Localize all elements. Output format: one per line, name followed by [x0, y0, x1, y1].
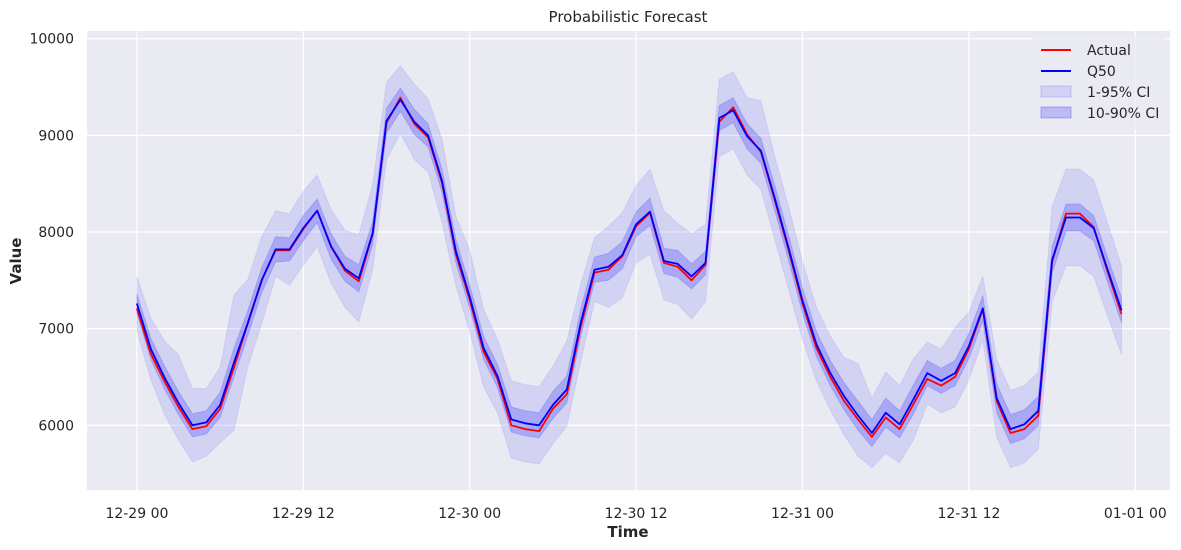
x-axis-label: Time	[607, 523, 648, 541]
x-tick-label: 12-31 12	[937, 506, 1000, 522]
x-tick-label: 01-01 00	[1104, 506, 1167, 522]
y-tick-label: 7000	[38, 322, 74, 338]
y-tick-label: 8000	[38, 225, 74, 241]
legend: Actual Q50 1-95% CI 10-90% CI	[1032, 36, 1166, 130]
plot-background	[87, 31, 1170, 490]
series-lines	[136, 96, 1123, 438]
x-tick-label: 12-30 12	[605, 506, 668, 522]
ci-90-band	[136, 87, 1122, 448]
x-tick-label: 12-29 00	[105, 506, 168, 522]
chart-title: Probabilistic Forecast	[549, 8, 708, 26]
y-tick-label: 10000	[29, 32, 74, 48]
x-tick-label: 12-30 00	[438, 506, 501, 522]
x-tick-label: 12-31 00	[771, 506, 834, 522]
y-tick-label: 9000	[38, 128, 74, 144]
legend-swatch-ci95	[1040, 85, 1072, 98]
y-tick-labels: 6000 7000 8000 9000 10000	[29, 32, 74, 435]
confidence-bands	[136, 65, 1122, 469]
legend-label-ci90: 10-90% CI	[1087, 106, 1159, 122]
x-tick-labels: 12-29 00 12-29 12 12-30 00 12-30 12 12-31 00…	[105, 506, 1166, 522]
x-tick-label: 12-29 12	[272, 506, 335, 522]
legend-label-ci95: 1-95% CI	[1087, 85, 1150, 101]
legend-frame	[1032, 36, 1166, 130]
legend-label-q50: Q50	[1087, 64, 1116, 80]
legend-swatch-ci90	[1040, 106, 1072, 119]
y-tick-label: 6000	[38, 418, 74, 434]
series-line-q50	[136, 98, 1123, 434]
legend-label-actual: Actual	[1087, 43, 1131, 59]
y-axis-label: Value	[7, 238, 25, 285]
ci-95-band	[136, 65, 1122, 469]
grid-lines	[87, 31, 1170, 490]
